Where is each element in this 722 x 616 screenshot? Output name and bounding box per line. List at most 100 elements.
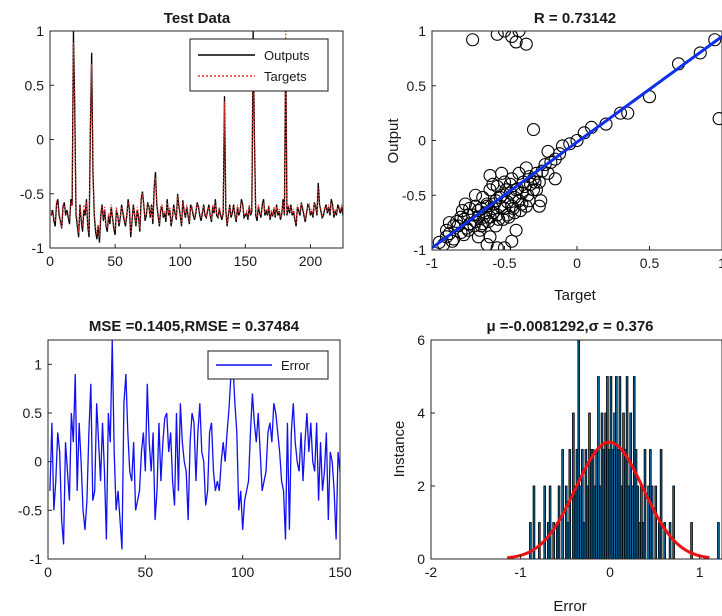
histogram-title: μ =-0.0081292,σ = 0.376 bbox=[486, 318, 653, 335]
test-ytick-label: -1 bbox=[32, 240, 45, 256]
regression-ytick-label: -0.5 bbox=[402, 187, 426, 203]
regression-plot-area bbox=[432, 31, 722, 250]
error-ytick-label: 0 bbox=[34, 454, 42, 470]
regression-xlabel: Target bbox=[554, 287, 597, 304]
scatter-point bbox=[454, 210, 468, 224]
regression-xtick-label: -1 bbox=[426, 255, 439, 271]
histogram-bar bbox=[643, 449, 647, 559]
regression-panel: R = 0.73142 Target Output -1-0.500.51-1-… bbox=[385, 10, 722, 304]
scatter-point bbox=[508, 190, 522, 204]
hist-ytick-label: 2 bbox=[417, 478, 425, 494]
scatter-point bbox=[481, 214, 496, 229]
histogram-xlabel: Error bbox=[553, 598, 586, 615]
scatter-point bbox=[541, 144, 555, 158]
hist-ytick-label: 6 bbox=[417, 332, 425, 348]
regression-ytick-label: 0.5 bbox=[407, 78, 427, 94]
test-ytick-label: 1 bbox=[36, 23, 44, 39]
error-xtick-label: 50 bbox=[138, 564, 154, 580]
scatter-point bbox=[458, 197, 472, 211]
test-xtick-label: 100 bbox=[169, 253, 193, 269]
scatter-point bbox=[526, 183, 541, 197]
scatter-point bbox=[497, 31, 512, 38]
regression-ytick-label: 1 bbox=[418, 23, 426, 39]
error-ytick-label: 0.5 bbox=[23, 405, 43, 421]
test-data-panel: Test Data 0 50 100 150 200 -1 -0.5 0 0.5 1 Output… bbox=[20, 10, 344, 269]
scatter-point bbox=[466, 33, 480, 47]
histogram-bar bbox=[650, 485, 654, 559]
scatter-point bbox=[519, 161, 533, 175]
error-ytick-label: -0.5 bbox=[18, 502, 42, 518]
hist-axes-box bbox=[430, 339, 722, 560]
scatter-point bbox=[468, 188, 483, 202]
hist-ytick-label: 4 bbox=[417, 405, 425, 421]
scatter-point bbox=[473, 223, 487, 237]
histogram-bar bbox=[717, 522, 720, 559]
test-data-legend: Outputs Targets bbox=[189, 38, 329, 92]
legend-outputs-label: Outputs bbox=[264, 48, 310, 63]
legend-error-label: Error bbox=[281, 358, 311, 373]
scatter-point bbox=[519, 199, 533, 213]
scatter-point bbox=[480, 237, 494, 250]
regression-xtick-label: 0.5 bbox=[640, 255, 660, 271]
error-xtick-label: 150 bbox=[328, 564, 352, 580]
scatter-point bbox=[508, 206, 522, 220]
histogram-bar bbox=[618, 376, 622, 559]
histogram-bar bbox=[659, 449, 663, 559]
scatter-point bbox=[442, 216, 456, 230]
scatter-point bbox=[708, 33, 722, 47]
scatter-point bbox=[445, 234, 459, 248]
error-plot-area bbox=[49, 340, 340, 550]
scatter-point bbox=[483, 230, 497, 244]
scatter-point bbox=[505, 234, 519, 248]
scatter-point bbox=[480, 199, 494, 213]
histogram-bar bbox=[529, 522, 532, 559]
histogram-bar bbox=[543, 485, 547, 559]
scatter-point bbox=[570, 133, 584, 148]
test-plot-area bbox=[50, 31, 343, 243]
regression-marks: -1 -0.5 0 0.5 1 -1 -0.5 0 0.5 1 bbox=[402, 23, 722, 271]
scatter-point bbox=[492, 212, 506, 226]
histogram-bar bbox=[668, 522, 672, 559]
error-ytick-label: 1 bbox=[34, 356, 42, 372]
scatter-point bbox=[490, 241, 504, 250]
hist-xtick-label: -1 bbox=[514, 564, 527, 580]
regression-xtick-label: 1 bbox=[718, 255, 722, 271]
legend-targets-label: Targets bbox=[264, 69, 307, 84]
test-data-title: Test Data bbox=[164, 10, 231, 27]
regression-title: R = 0.73142 bbox=[534, 10, 616, 27]
histogram-panel: μ =-0.0081292,σ = 0.376 Error Instance -… bbox=[391, 318, 722, 615]
regression-xtick-label: -0.5 bbox=[492, 255, 516, 271]
test-ytick-label: 0.5 bbox=[25, 77, 45, 93]
error-title: MSE =0.1405,RMSE = 0.37484 bbox=[89, 318, 300, 335]
histogram-bar bbox=[654, 485, 658, 559]
scatter-point bbox=[712, 112, 722, 126]
histogram-normal-fit bbox=[506, 440, 710, 559]
scatter-point bbox=[528, 175, 542, 189]
scatter-point bbox=[489, 219, 503, 233]
scatter-point bbox=[509, 223, 523, 237]
histogram-bar bbox=[672, 485, 675, 559]
histogram-bar bbox=[532, 485, 536, 559]
hist-ytick-label: 0 bbox=[417, 551, 425, 567]
scatter-point bbox=[455, 204, 470, 218]
regression-ytick-label: 0 bbox=[418, 133, 426, 149]
scatter-point bbox=[538, 158, 552, 172]
error-xtick-label: 0 bbox=[44, 564, 52, 580]
histogram-bar bbox=[581, 449, 584, 559]
scatter-point bbox=[526, 123, 541, 137]
scatter-point bbox=[512, 31, 526, 38]
scatter-point bbox=[483, 183, 497, 197]
histogram-bar bbox=[597, 376, 600, 559]
scatter-point bbox=[490, 31, 504, 41]
error-xtick-label: 100 bbox=[231, 564, 255, 580]
scatter-point bbox=[529, 183, 543, 197]
error-legend: Error bbox=[207, 350, 329, 380]
hist-plot-area bbox=[506, 340, 720, 559]
scatter-point bbox=[476, 190, 490, 204]
hist-xtick-label: 0 bbox=[606, 564, 614, 580]
histogram-bar bbox=[690, 522, 693, 559]
error-panel: MSE =0.1405,RMSE = 0.37484 0 50 100 150 -1 -0… bbox=[18, 318, 352, 580]
scatter-point bbox=[532, 199, 546, 213]
histogram-bar bbox=[552, 522, 555, 559]
